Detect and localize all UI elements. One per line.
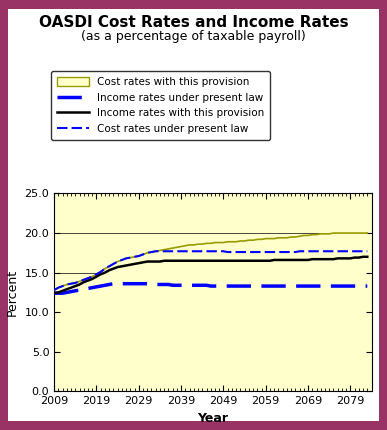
Legend: Cost rates with this provision, Income rates under present law, Income rates wit: Cost rates with this provision, Income r… <box>51 71 271 140</box>
Y-axis label: Percent: Percent <box>6 269 19 316</box>
Text: OASDI Cost Rates and Income Rates: OASDI Cost Rates and Income Rates <box>39 15 348 30</box>
X-axis label: Year: Year <box>197 412 228 425</box>
Text: (as a percentage of taxable payroll): (as a percentage of taxable payroll) <box>81 30 306 43</box>
